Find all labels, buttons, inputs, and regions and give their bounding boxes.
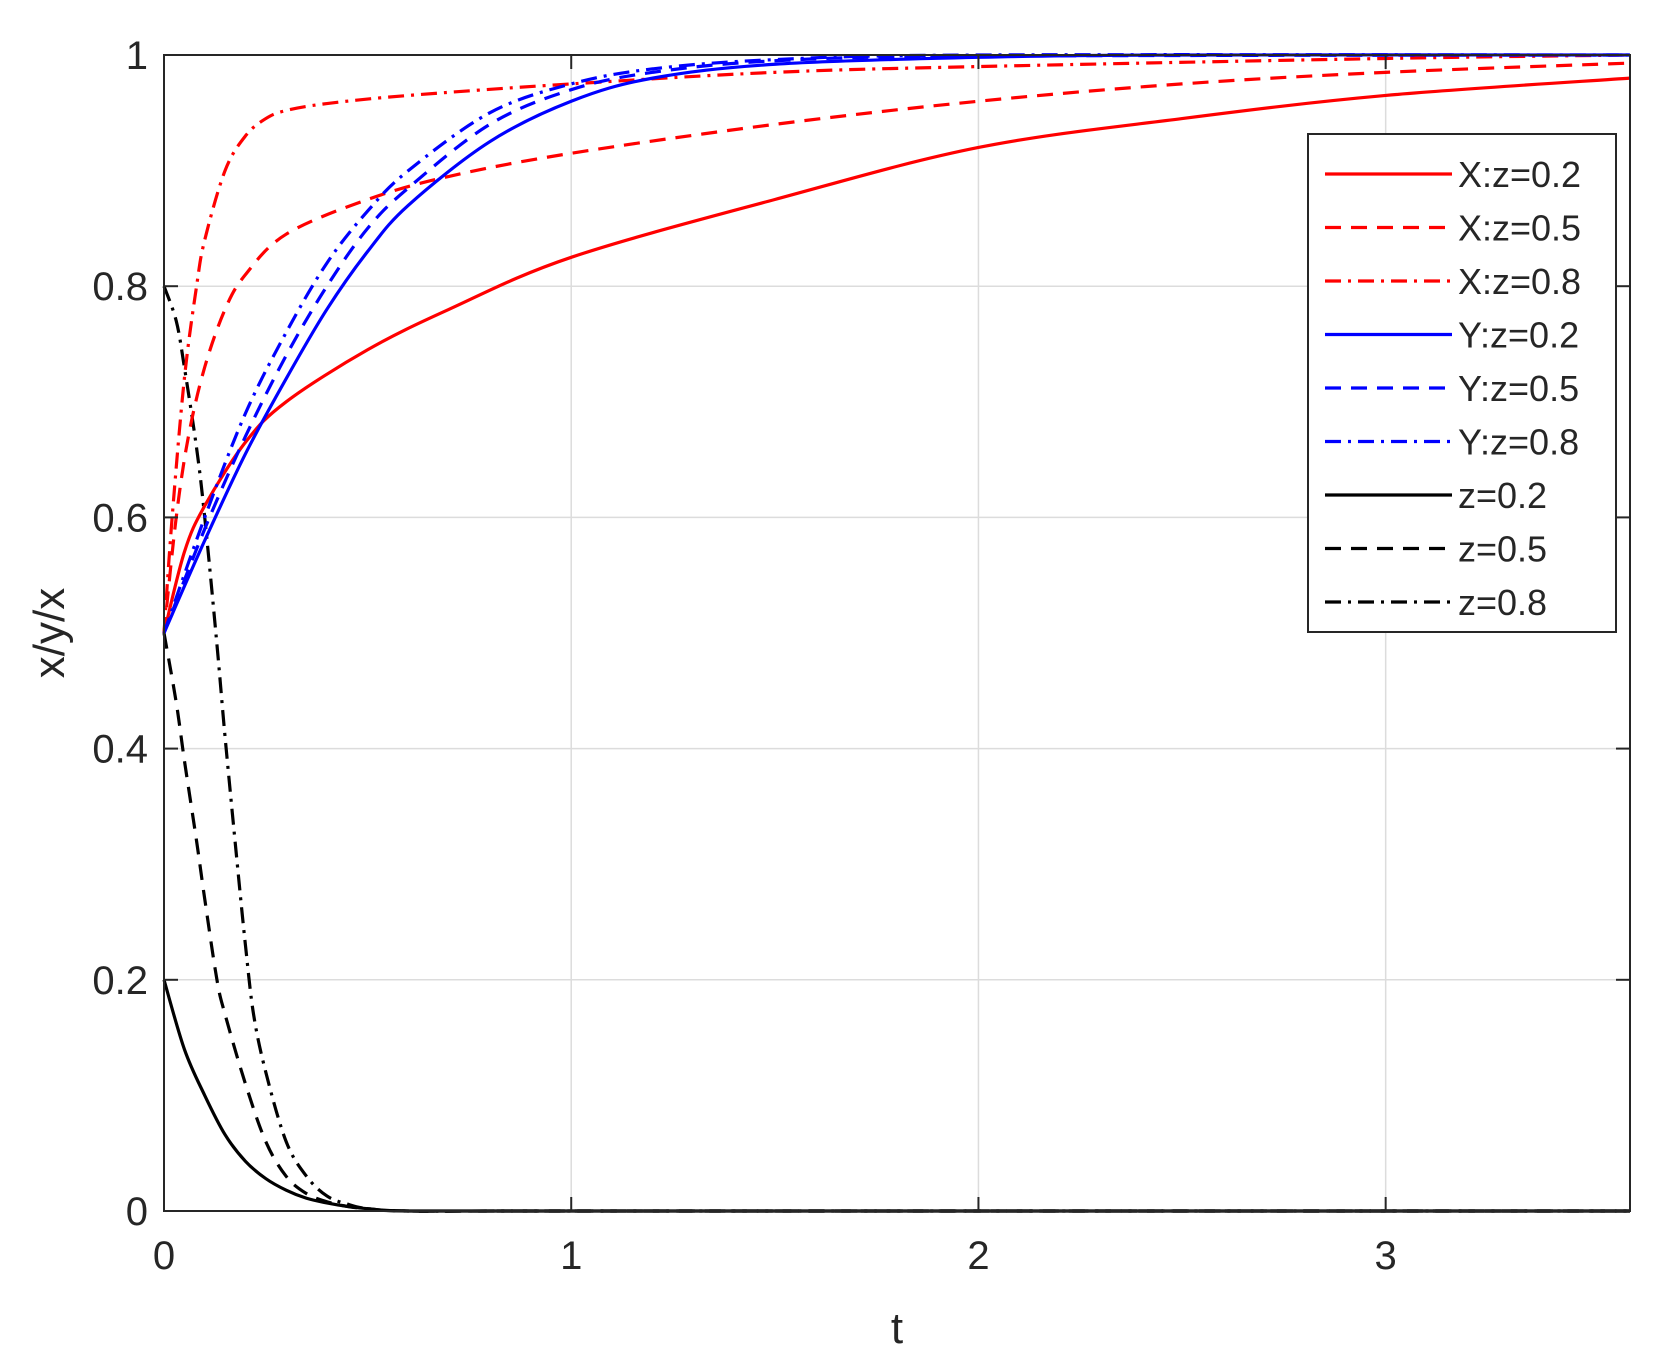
legend-entry-label: X:z=0.2 (1458, 154, 1581, 195)
y-axis-label: x/y/x (25, 588, 74, 678)
series-line-z=0.8 (162, 285, 1630, 1213)
series-line-X:z=0.8 (162, 53, 1631, 634)
x-tick-label: 0 (153, 1234, 175, 1278)
x-axis-label: t (891, 1304, 903, 1352)
axes-box (163, 54, 1631, 1212)
y-tick-label: 0.6 (92, 496, 148, 540)
legend-entry-label: z=0.2 (1458, 475, 1547, 516)
x-tick-label: 2 (967, 1234, 989, 1278)
y-tick-label: 1 (126, 34, 148, 78)
y-tick-label: 0 (126, 1190, 148, 1234)
legend-entry-label: z=0.5 (1458, 529, 1547, 570)
x-tick-label: 1 (560, 1234, 582, 1278)
legend-entry-label: X:z=0.8 (1458, 261, 1581, 302)
legend: X:z=0.2 X:z=0.5 X:z=0.8 Y:z=0.2 Y:z=0.5 Y:z=0… (1307, 133, 1617, 633)
series-line-X:z=0.5 (162, 61, 1631, 634)
legend-entry-label: Y:z=0.5 (1458, 368, 1579, 409)
legend-entry-label: X:z=0.5 (1458, 208, 1581, 249)
legend-entry-label: Y:z=0.8 (1458, 422, 1579, 463)
legend-entry-label: z=0.8 (1458, 582, 1547, 623)
legend-entry-label: Y:z=0.2 (1458, 315, 1579, 356)
series-line-Y:z=0.5 (162, 53, 1631, 634)
y-tick-label: 0.4 (92, 728, 148, 772)
series-line-X:z=0.2 (162, 76, 1631, 634)
y-tick-label: 0.2 (92, 959, 148, 1003)
y-tick-label: 0.8 (92, 265, 148, 309)
axis-ticks (163, 54, 1630, 1212)
tick-labels: 0 1 2 3 0 0.2 0.4 0.6 0.8 1 (92, 34, 1396, 1278)
x-tick-label: 3 (1375, 1234, 1397, 1278)
